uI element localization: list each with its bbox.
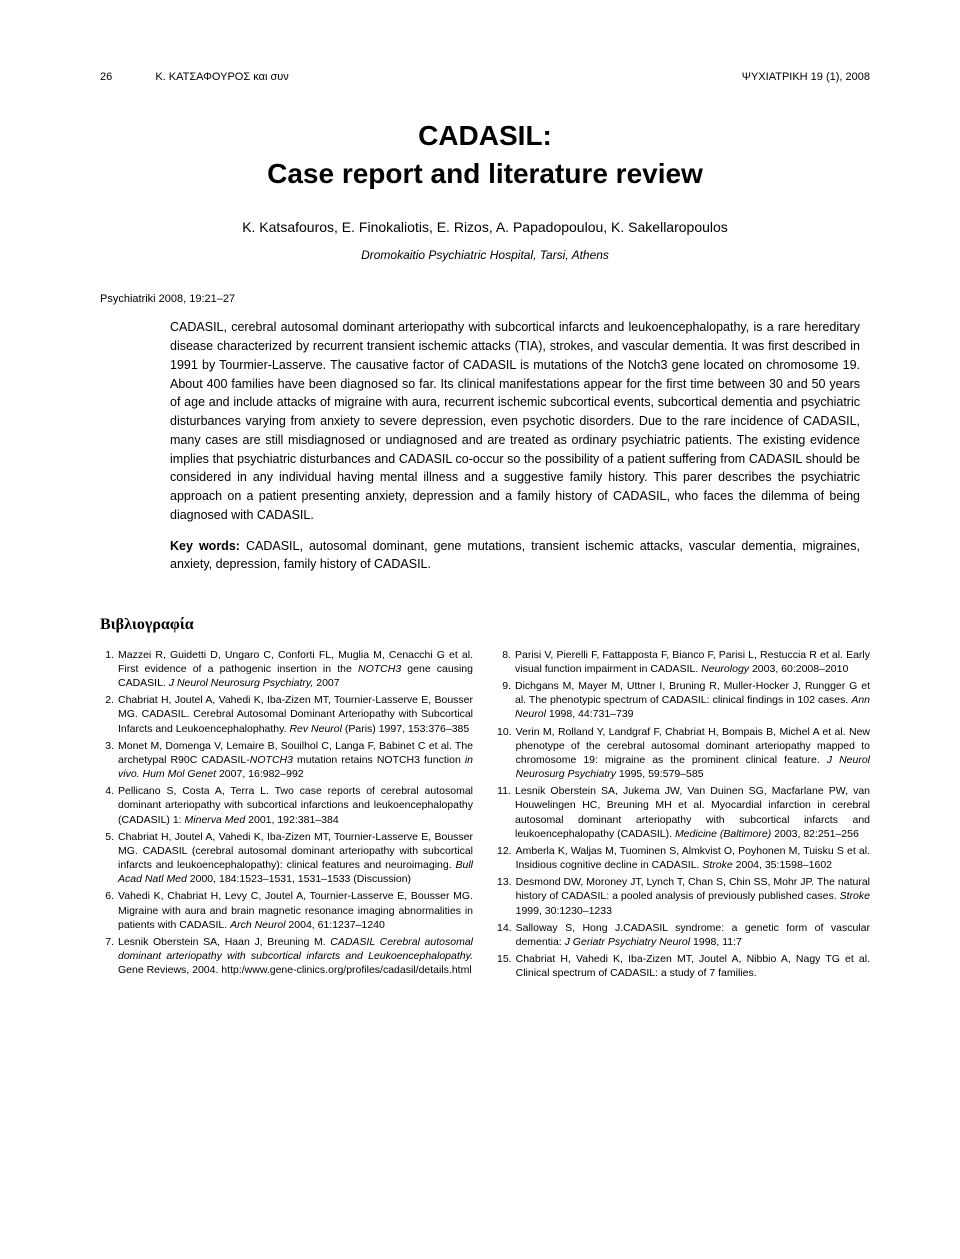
reference-number: 13. bbox=[497, 875, 516, 918]
reference-item: 1.Mazzei R, Guidetti D, Ungaro C, Confor… bbox=[100, 648, 473, 691]
reference-item: 4.Pellicano S, Costa A, Terra L. Two cas… bbox=[100, 784, 473, 827]
reference-number: 5. bbox=[100, 830, 118, 887]
references-list: 1.Mazzei R, Guidetti D, Ungaro C, Confor… bbox=[100, 648, 870, 982]
reference-text: Parisi V, Pierelli F, Fattapposta F, Bia… bbox=[515, 648, 870, 676]
page-number: 26 bbox=[100, 71, 112, 83]
reference-number: 8. bbox=[497, 648, 515, 676]
reference-text: Chabriat H, Vahedi K, Iba-Zizen MT, Jout… bbox=[516, 952, 870, 980]
running-head-right: ΨΥΧΙΑΤΡΙΚΗ 19 (1), 2008 bbox=[742, 70, 870, 85]
reference-number: 12. bbox=[497, 844, 516, 872]
reference-number: 11. bbox=[497, 784, 515, 841]
keywords-text: CADASIL, autosomal dominant, gene mutati… bbox=[170, 539, 860, 572]
reference-item: 2.Chabriat H, Joutel A, Vahedi K, Iba-Zi… bbox=[100, 693, 473, 736]
authors: K. Katsafouros, E. Finokaliotis, E. Rizo… bbox=[100, 218, 870, 237]
reference-number: 6. bbox=[100, 889, 118, 932]
title-line-2: Case report and literature review bbox=[100, 155, 870, 193]
reference-text: Mazzei R, Guidetti D, Ungaro C, Conforti… bbox=[118, 648, 473, 691]
reference-text: Salloway S, Hong J.CADASIL syndrome: a g… bbox=[516, 921, 870, 949]
reference-item: 8.Parisi V, Pierelli F, Fattapposta F, B… bbox=[497, 648, 870, 676]
reference-text: Chabriat H, Joutel A, Vahedi K, Iba-Zize… bbox=[118, 693, 473, 736]
reference-text: Chabriat H, Joutel A, Vahedi K, Iba-Zize… bbox=[118, 830, 473, 887]
reference-item: 5.Chabriat H, Joutel A, Vahedi K, Iba-Zi… bbox=[100, 830, 473, 887]
reference-text: Verin M, Rolland Y, Landgraf F, Chabriat… bbox=[516, 725, 870, 782]
keywords-label: Key words: bbox=[170, 539, 240, 553]
reference-text: Pellicano S, Costa A, Terra L. Two case … bbox=[118, 784, 473, 827]
reference-number: 2. bbox=[100, 693, 118, 736]
reference-text: Monet M, Domenga V, Lemaire B, Souilhol … bbox=[118, 739, 473, 782]
reference-number: 3. bbox=[100, 739, 118, 782]
affiliation: Dromokaitio Psychiatric Hospital, Tarsi,… bbox=[100, 247, 870, 263]
reference-text: Dichgans M, Mayer M, Uttner I, Bruning R… bbox=[515, 679, 870, 722]
title-line-1: CADASIL: bbox=[418, 120, 552, 151]
reference-item: 14.Salloway S, Hong J.CADASIL syndrome: … bbox=[497, 921, 870, 949]
reference-item: 12.Amberla K, Waljas M, Tuominen S, Almk… bbox=[497, 844, 870, 872]
reference-item: 15.Chabriat H, Vahedi K, Iba-Zizen MT, J… bbox=[497, 952, 870, 980]
reference-number: 9. bbox=[497, 679, 515, 722]
reference-item: 3.Monet M, Domenga V, Lemaire B, Souilho… bbox=[100, 739, 473, 782]
reference-number: 15. bbox=[497, 952, 516, 980]
article-title: CADASIL: Case report and literature revi… bbox=[100, 117, 870, 193]
reference-text: Lesnik Oberstein SA, Jukema JW, Van Duin… bbox=[515, 784, 870, 841]
reference-number: 10. bbox=[497, 725, 516, 782]
reference-item: 11.Lesnik Oberstein SA, Jukema JW, Van D… bbox=[497, 784, 870, 841]
reference-item: 10.Verin M, Rolland Y, Landgraf F, Chabr… bbox=[497, 725, 870, 782]
reference-number: 1. bbox=[100, 648, 118, 691]
reference-item: 9.Dichgans M, Mayer M, Uttner I, Bruning… bbox=[497, 679, 870, 722]
citation: Psychiatriki 2008, 19:21–27 bbox=[100, 292, 870, 307]
reference-text: Desmond DW, Moroney JT, Lynch T, Chan S,… bbox=[516, 875, 870, 918]
reference-number: 4. bbox=[100, 784, 118, 827]
reference-item: 13.Desmond DW, Moroney JT, Lynch T, Chan… bbox=[497, 875, 870, 918]
bibliography-heading: Βιβλιογραφία bbox=[100, 614, 870, 636]
running-head-left: Κ. ΚΑΤΣΑΦΟΥΡΟΣ και συν bbox=[155, 71, 288, 83]
abstract: CADASIL, cerebral autosomal dominant art… bbox=[170, 318, 860, 524]
reference-number: 14. bbox=[497, 921, 516, 949]
reference-number: 7. bbox=[100, 935, 118, 978]
reference-item: 6.Vahedi K, Chabriat H, Levy C, Joutel A… bbox=[100, 889, 473, 932]
reference-text: Amberla K, Waljas M, Tuominen S, Almkvis… bbox=[516, 844, 870, 872]
reference-text: Lesnik Oberstein SA, Haan J, Breuning M.… bbox=[118, 935, 473, 978]
keywords-block: Key words: CADASIL, autosomal dominant, … bbox=[170, 537, 860, 575]
running-header: 26 Κ. ΚΑΤΣΑΦΟΥΡΟΣ και συν ΨΥΧΙΑΤΡΙΚΗ 19 … bbox=[100, 70, 870, 85]
reference-item: 7.Lesnik Oberstein SA, Haan J, Breuning … bbox=[100, 935, 473, 978]
reference-text: Vahedi K, Chabriat H, Levy C, Joutel A, … bbox=[118, 889, 473, 932]
